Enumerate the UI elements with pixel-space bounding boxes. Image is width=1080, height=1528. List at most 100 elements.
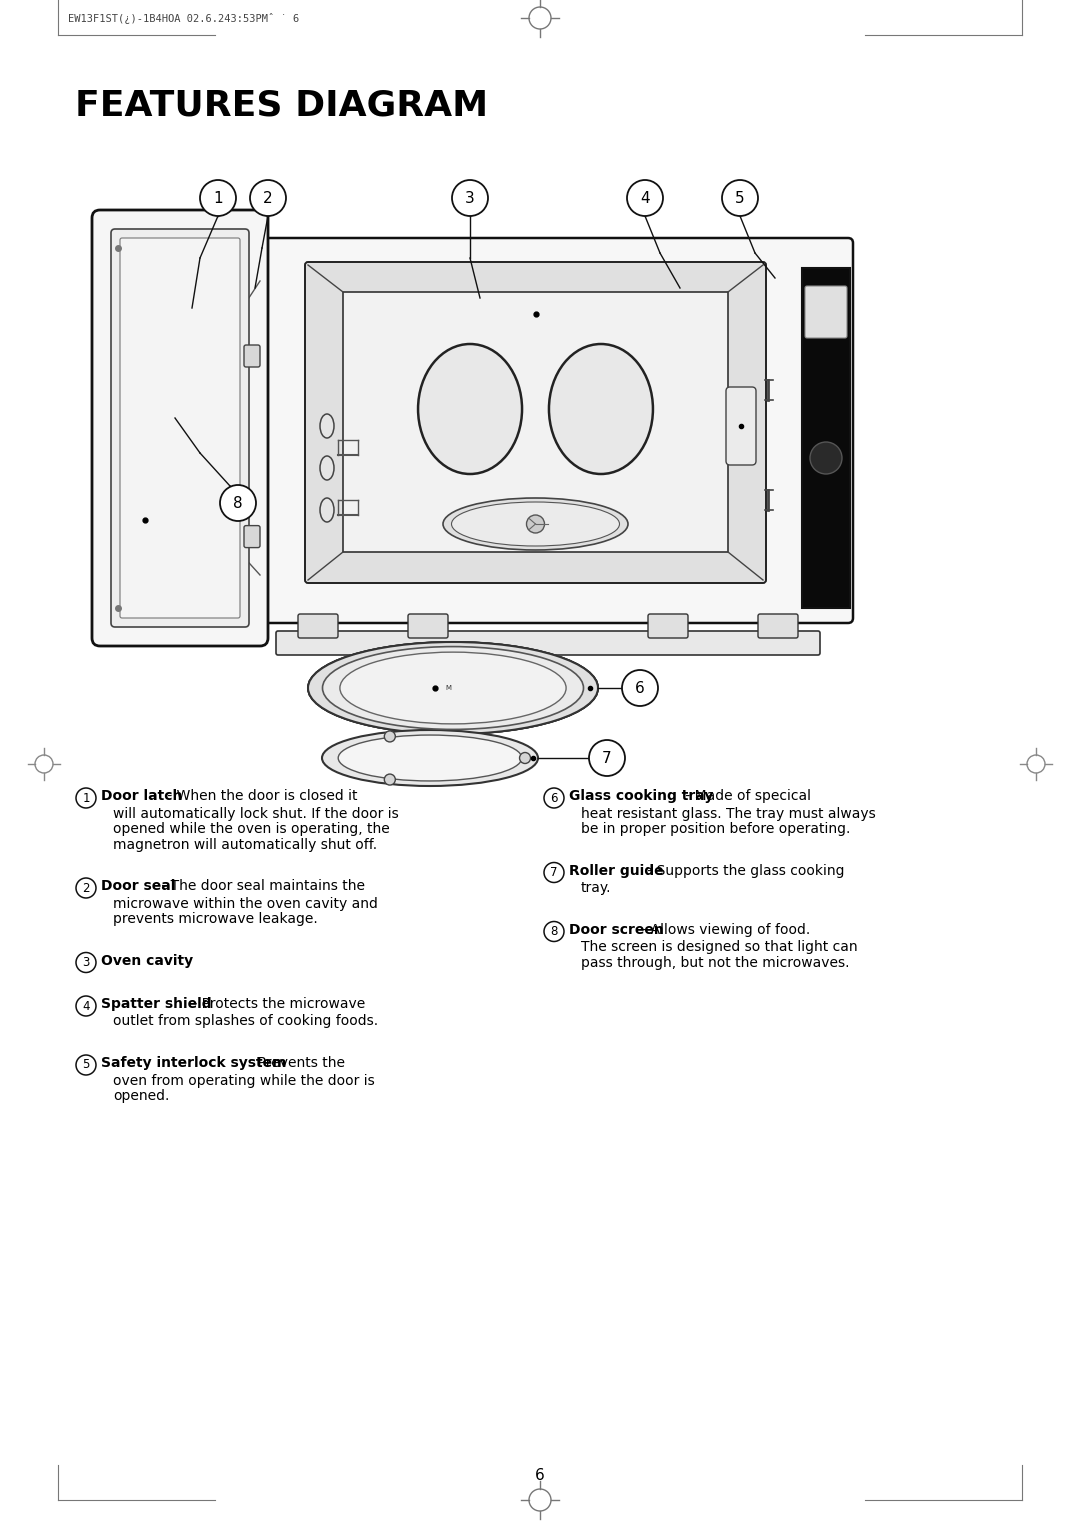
Ellipse shape — [320, 414, 334, 439]
Circle shape — [384, 775, 395, 785]
Text: 4: 4 — [640, 191, 650, 205]
Text: microwave within the oven cavity and: microwave within the oven cavity and — [113, 897, 378, 911]
Circle shape — [76, 1054, 96, 1076]
Text: 3: 3 — [82, 957, 90, 969]
Text: - The door seal maintains the: - The door seal maintains the — [157, 879, 365, 892]
FancyBboxPatch shape — [243, 238, 853, 623]
Text: magnetron will automatically shut off.: magnetron will automatically shut off. — [113, 837, 377, 851]
Text: Oven cavity: Oven cavity — [102, 953, 193, 967]
Circle shape — [723, 180, 758, 215]
Text: opened while the oven is operating, the: opened while the oven is operating, the — [113, 822, 390, 836]
FancyBboxPatch shape — [276, 631, 820, 656]
Text: Roller guide: Roller guide — [569, 863, 663, 877]
Text: Door latch: Door latch — [102, 788, 183, 804]
Circle shape — [519, 752, 530, 764]
Text: oven from operating while the door is: oven from operating while the door is — [113, 1074, 375, 1088]
Text: Glass cooking tray: Glass cooking tray — [569, 788, 714, 804]
Text: - Allows viewing of food.: - Allows viewing of food. — [637, 923, 810, 937]
Text: 8: 8 — [233, 495, 243, 510]
Text: The screen is designed so that light can: The screen is designed so that light can — [581, 940, 858, 953]
FancyBboxPatch shape — [298, 614, 338, 639]
Ellipse shape — [323, 646, 583, 729]
Circle shape — [76, 996, 96, 1016]
Circle shape — [453, 180, 488, 215]
Circle shape — [76, 879, 96, 898]
Circle shape — [384, 730, 395, 743]
FancyBboxPatch shape — [408, 614, 448, 639]
Bar — [802, 267, 850, 608]
Circle shape — [220, 484, 256, 521]
Circle shape — [76, 788, 96, 808]
Circle shape — [76, 952, 96, 972]
Ellipse shape — [320, 498, 334, 523]
Text: 5: 5 — [735, 191, 745, 205]
Circle shape — [627, 180, 663, 215]
FancyBboxPatch shape — [805, 286, 847, 338]
Text: 2: 2 — [82, 882, 90, 894]
Circle shape — [544, 788, 564, 808]
Text: M: M — [445, 685, 451, 691]
Text: prevents microwave leakage.: prevents microwave leakage. — [113, 912, 318, 926]
Text: 5: 5 — [82, 1059, 90, 1071]
Ellipse shape — [308, 642, 598, 733]
Text: - Made of specical: - Made of specical — [680, 788, 811, 804]
Circle shape — [249, 180, 286, 215]
Ellipse shape — [322, 730, 538, 785]
Text: - Supports the glass cooking: - Supports the glass cooking — [644, 863, 845, 877]
Text: - When the door is closed it: - When the door is closed it — [163, 788, 357, 804]
Ellipse shape — [308, 642, 598, 733]
Text: pass through, but not the microwaves.: pass through, but not the microwaves. — [581, 955, 850, 969]
FancyBboxPatch shape — [305, 261, 766, 584]
Bar — [343, 292, 728, 552]
Text: 7: 7 — [603, 750, 611, 766]
FancyBboxPatch shape — [92, 209, 268, 646]
Circle shape — [527, 515, 544, 533]
Circle shape — [589, 740, 625, 776]
Text: Spatter shield: Spatter shield — [102, 996, 212, 1012]
Ellipse shape — [451, 503, 620, 545]
Text: 7: 7 — [550, 866, 557, 879]
FancyBboxPatch shape — [726, 387, 756, 465]
FancyBboxPatch shape — [244, 345, 260, 367]
Circle shape — [622, 669, 658, 706]
Text: 1: 1 — [82, 792, 90, 805]
Text: FEATURES DIAGRAM: FEATURES DIAGRAM — [75, 89, 488, 122]
Text: Safety interlock system: Safety interlock system — [102, 1056, 286, 1070]
FancyBboxPatch shape — [648, 614, 688, 639]
Text: tray.: tray. — [581, 882, 611, 895]
Ellipse shape — [549, 344, 653, 474]
Text: Door seal: Door seal — [102, 879, 175, 892]
Circle shape — [544, 921, 564, 941]
Text: - Protects the microwave: - Protects the microwave — [188, 996, 365, 1012]
FancyBboxPatch shape — [111, 229, 249, 626]
Text: opened.: opened. — [113, 1089, 170, 1103]
Text: 8: 8 — [551, 924, 557, 938]
Text: be in proper position before operating.: be in proper position before operating. — [581, 822, 850, 836]
Text: 6: 6 — [535, 1468, 545, 1484]
Circle shape — [544, 862, 564, 883]
Circle shape — [200, 180, 237, 215]
Text: - Prevents the: - Prevents the — [244, 1056, 345, 1070]
Text: heat resistant glass. The tray must always: heat resistant glass. The tray must alwa… — [581, 807, 876, 821]
Text: 1: 1 — [213, 191, 222, 205]
Ellipse shape — [308, 642, 598, 733]
Text: 4: 4 — [82, 999, 90, 1013]
Ellipse shape — [443, 498, 627, 550]
Ellipse shape — [418, 344, 522, 474]
FancyBboxPatch shape — [758, 614, 798, 639]
Text: 6: 6 — [635, 680, 645, 695]
Ellipse shape — [308, 642, 598, 733]
Text: 6: 6 — [550, 792, 557, 805]
Text: 2: 2 — [264, 191, 273, 205]
Text: Door screen: Door screen — [569, 923, 664, 937]
Circle shape — [810, 442, 842, 474]
Text: 3: 3 — [465, 191, 475, 205]
Text: EW13F1ST(¿)-1B4HOA 02.6.243:53PMˆ ˙ 6: EW13F1ST(¿)-1B4HOA 02.6.243:53PMˆ ˙ 6 — [68, 12, 299, 23]
Ellipse shape — [340, 652, 566, 724]
Ellipse shape — [338, 735, 522, 781]
Text: outlet from splashes of cooking foods.: outlet from splashes of cooking foods. — [113, 1015, 378, 1028]
Ellipse shape — [320, 455, 334, 480]
FancyBboxPatch shape — [120, 238, 240, 617]
Text: will automatically lock shut. If the door is: will automatically lock shut. If the doo… — [113, 807, 399, 821]
FancyBboxPatch shape — [244, 526, 260, 547]
